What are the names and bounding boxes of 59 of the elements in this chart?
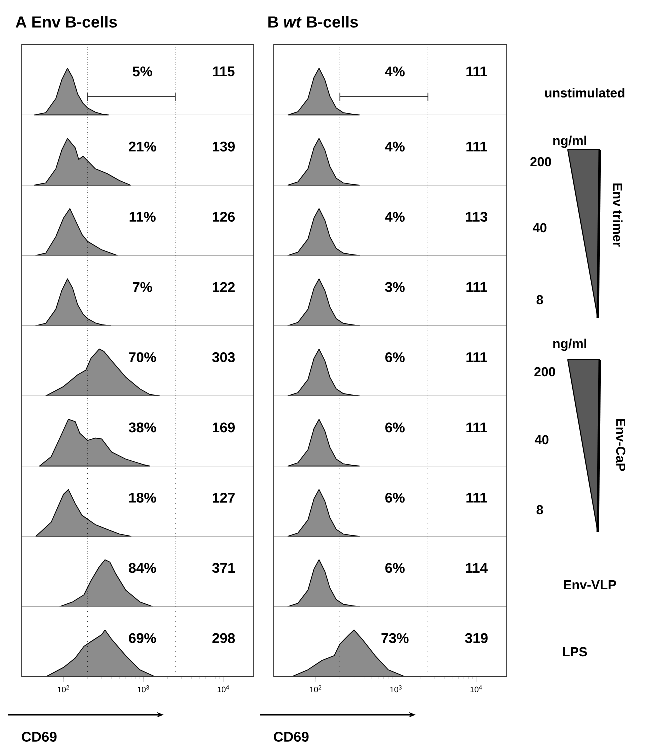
annotation: 38%	[128, 422, 156, 433]
annotation: 298	[212, 633, 236, 644]
annotation: 6%	[386, 352, 405, 362]
text: 200	[530, 157, 552, 167]
annotation: 11%	[130, 212, 156, 222]
x-tick-label: 10$^{4}$	[470, 686, 482, 693]
x-axis-title: CD69	[22, 732, 57, 742]
annotation: 5%	[132, 66, 152, 77]
text: unstimulated	[545, 88, 625, 98]
annotation: 111	[466, 66, 488, 76]
annotation: 319	[465, 633, 488, 644]
annotation: 169	[213, 422, 236, 433]
x-tick-label: 10$^{3}$	[138, 686, 150, 693]
text: LPS	[563, 647, 588, 657]
chart-title: B wt B-cells	[268, 16, 358, 28]
annotation: 69%	[129, 633, 156, 644]
text: 8	[536, 505, 544, 515]
text: 200	[534, 367, 556, 377]
annotation: 4%	[385, 66, 405, 77]
text: 8	[536, 295, 544, 305]
x-tick-label: 10$^{3}$	[390, 686, 402, 693]
annotation: 4%	[385, 142, 405, 152]
annotation: 4%	[385, 212, 405, 222]
annotation: 6%	[386, 492, 405, 503]
x-tick-label: 10$^{4}$	[218, 686, 230, 693]
x-tick-label: 10$^{2}$	[58, 686, 70, 693]
annotation: 111	[466, 352, 488, 362]
annotation: 6%	[386, 563, 405, 574]
text: 40	[532, 223, 547, 233]
x-tick-label: 10$^{2}$	[310, 686, 322, 693]
annotation: 111	[466, 282, 488, 292]
annotation: 371	[212, 563, 236, 574]
text: Env-VLP	[564, 580, 616, 590]
annotation: 122	[213, 282, 235, 292]
text: ng/ml	[554, 338, 586, 352]
text: 40	[534, 435, 549, 445]
annotation: 84%	[129, 563, 156, 574]
annotation: 127	[213, 493, 235, 503]
annotation: 126	[213, 212, 236, 222]
annotation: 111	[466, 142, 488, 152]
annotation: 111	[466, 493, 488, 503]
text: Env trimer	[613, 184, 623, 247]
chart-title: A Env B-cells	[16, 16, 118, 28]
annotation: 70%	[129, 352, 156, 362]
text: Env-CaP	[616, 419, 626, 472]
annotation: 3%	[385, 282, 405, 292]
annotation: 114	[466, 563, 488, 573]
text: ng/ml	[554, 136, 586, 148]
annotation: 21%	[129, 142, 156, 152]
annotation: 7%	[133, 282, 152, 292]
annotation: 139	[213, 142, 236, 152]
annotation: 6%	[386, 422, 405, 433]
annotation: 115	[213, 66, 235, 77]
x-axis-title: CD69	[274, 732, 309, 742]
annotation: 113	[466, 212, 488, 222]
annotation: 111	[466, 422, 488, 433]
annotation: 18%	[130, 492, 156, 503]
annotation: 73%	[382, 633, 409, 644]
annotation: 303	[212, 352, 236, 362]
